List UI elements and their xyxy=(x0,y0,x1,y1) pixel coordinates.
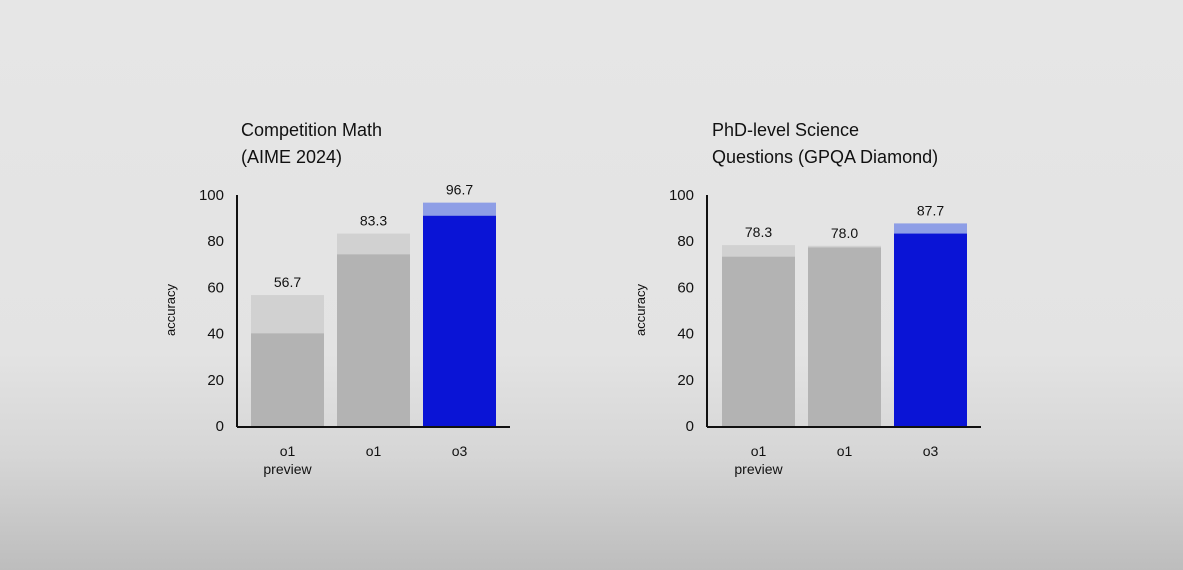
y-tick-label: 100 xyxy=(199,187,224,204)
bar-base-segment xyxy=(808,247,881,426)
chart-title: Questions (GPQA Diamond) xyxy=(712,147,938,167)
y-tick-label: 80 xyxy=(677,233,694,250)
x-category-label: preview xyxy=(734,461,783,477)
bar-data-label: 56.7 xyxy=(274,274,301,290)
y-tick-label: 80 xyxy=(207,233,224,250)
x-category-label: o1 xyxy=(837,443,853,459)
x-category-label: o1 xyxy=(751,443,767,459)
bar-data-label: 83.3 xyxy=(360,213,387,229)
x-category-label: o3 xyxy=(452,443,468,459)
x-category-label: o1 xyxy=(280,443,296,459)
bar-data-label: 78.0 xyxy=(831,225,858,241)
x-category-label: o3 xyxy=(923,443,939,459)
chart-title: (AIME 2024) xyxy=(241,147,342,167)
bar-data-label: 78.3 xyxy=(745,224,772,240)
chart-title: Competition Math xyxy=(241,120,382,140)
y-tick-label: 100 xyxy=(669,187,694,204)
bar-data-label: 96.7 xyxy=(446,182,473,198)
y-tick-label: 40 xyxy=(677,326,694,343)
y-tick-label: 40 xyxy=(207,326,224,343)
y-tick-label: 60 xyxy=(677,279,694,296)
bar-base-segment xyxy=(337,254,410,426)
bar-base-segment xyxy=(722,256,795,426)
bar-base-segment xyxy=(423,215,496,426)
x-category-label: preview xyxy=(263,461,312,477)
x-category-label: o1 xyxy=(366,443,382,459)
y-tick-label: 0 xyxy=(216,418,224,435)
chart-title: PhD-level Science xyxy=(712,120,859,140)
bar-base-segment xyxy=(894,233,967,426)
y-tick-label: 20 xyxy=(207,372,224,389)
y-tick-label: 20 xyxy=(677,372,694,389)
y-tick-label: 0 xyxy=(686,418,694,435)
y-axis-label: accuracy xyxy=(633,283,648,336)
bar-data-label: 87.7 xyxy=(917,202,944,218)
y-axis-label: accuracy xyxy=(163,283,178,336)
bar-base-segment xyxy=(251,333,324,426)
y-tick-label: 60 xyxy=(207,279,224,296)
